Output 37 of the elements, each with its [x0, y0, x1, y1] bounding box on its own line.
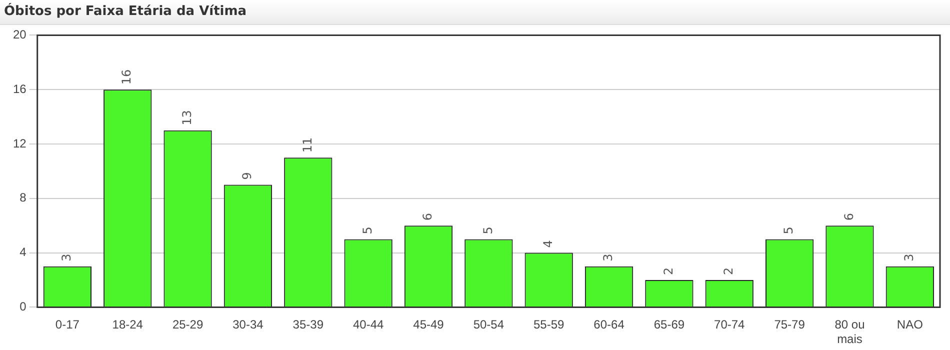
y-tick-label: 12 [12, 136, 27, 150]
x-tick-label: 25-29 [172, 318, 204, 332]
x-tick-label: 50-54 [473, 318, 504, 332]
data-label: 3 [601, 254, 616, 262]
y-tick-label: 4 [20, 245, 27, 260]
x-tick-label: NAO [896, 318, 923, 332]
data-label: 13 [180, 110, 194, 126]
data-label: 3 [902, 254, 916, 262]
data-label: 6 [842, 212, 856, 221]
x-tick-label: 55-59 [534, 318, 565, 332]
data-label: 2 [661, 267, 676, 275]
data-label: 6 [420, 212, 435, 221]
data-label: 11 [300, 137, 314, 153]
x-tick-label: 75-79 [774, 318, 806, 332]
data-label: 5 [360, 226, 374, 234]
x-tick-label: 30-34 [232, 318, 264, 332]
data-label: 5 [782, 226, 796, 234]
data-label: 4 [540, 240, 555, 248]
x-tick-label: 35-39 [292, 318, 324, 332]
data-label: 2 [722, 267, 736, 275]
y-tick-label: 16 [12, 82, 27, 96]
data-label: 9 [240, 172, 254, 180]
data-label: 3 [60, 254, 74, 262]
x-tick-label: 80 ou mais [834, 318, 865, 346]
x-tick-label: 40-44 [352, 318, 384, 332]
y-tick-label: 20 [12, 28, 27, 42]
x-tick-label: 0-17 [55, 318, 80, 332]
y-tick-label: 0 [20, 300, 27, 314]
chart-title: Óbitos por Faixa Etária da Vítima [0, 0, 950, 25]
y-tick-label: 8 [20, 190, 27, 205]
x-tick-label: 70-74 [714, 318, 746, 332]
x-tick-label: 45-49 [413, 318, 444, 332]
x-tick-label: 18-24 [112, 318, 144, 332]
x-tick-label: 65-69 [654, 318, 685, 332]
x-tick-label: 60-64 [594, 318, 625, 332]
data-label: 16 [120, 69, 134, 85]
data-label: 5 [480, 226, 495, 234]
